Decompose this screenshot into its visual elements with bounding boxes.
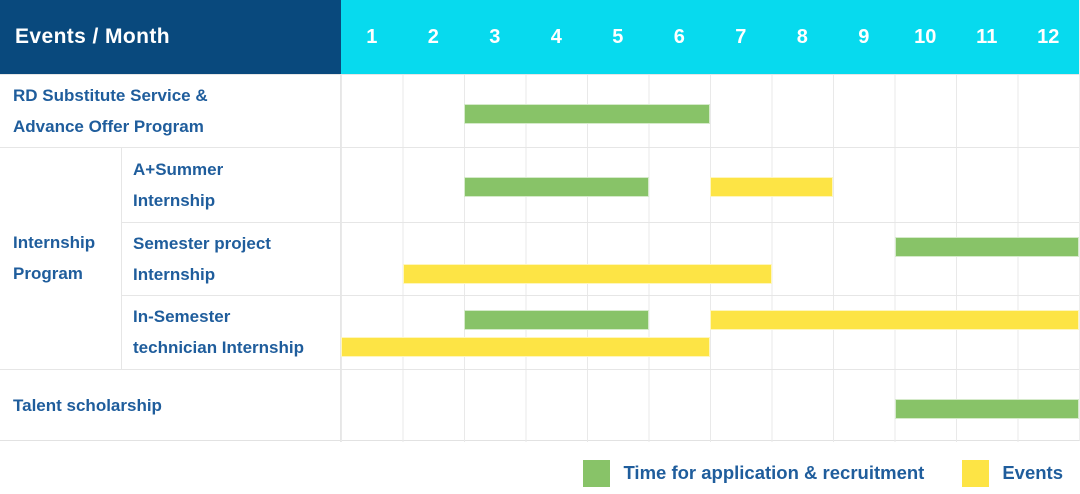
internship-program-subrows: A+Summer Internship Semester project Int…: [122, 148, 1079, 369]
row-label-line: RD Substitute Service &: [13, 86, 208, 106]
legend-item-events: Events: [962, 459, 1063, 487]
month-header-3: 3: [489, 25, 501, 48]
gantt-grid-row: [341, 75, 1079, 148]
table-row: Semester project Internship: [122, 221, 1079, 296]
gantt-grid-row: [341, 148, 1079, 222]
gantt-bar-yellow: [402, 263, 772, 284]
row-label-line: technician Internship: [133, 338, 304, 358]
events-month-header-cell: Events / Month: [0, 0, 341, 74]
month-header-12: 12: [1037, 25, 1060, 48]
month-header-9: 9: [858, 25, 870, 48]
group-label-line: Internship: [13, 233, 96, 253]
row-label-semester-project: Semester project Internship: [122, 222, 341, 296]
month-header-10: 10: [914, 25, 937, 48]
gantt-grid-row: [341, 222, 1079, 296]
internship-program-group: Internship Program A+Summer Internship S…: [0, 147, 1079, 369]
row-label-line: Internship: [133, 191, 216, 211]
table-header-row: Events / Month 1 2 3 4 5 6 7 8 9 10 11 1…: [0, 0, 1079, 74]
gantt-bar-green: [894, 236, 1079, 257]
gantt-bar-green: [464, 177, 649, 198]
row-label-line: A+Summer: [133, 160, 224, 180]
table-row: In-Semester technician Internship: [122, 295, 1079, 369]
legend-swatch-yellow: [962, 459, 990, 487]
month-header-4: 4: [550, 25, 562, 48]
row-label-talent-scholarship: Talent scholarship: [0, 369, 341, 442]
gantt-bar-yellow: [710, 310, 1079, 331]
row-label-rd-substitute: RD Substitute Service & Advance Offer Pr…: [0, 75, 341, 148]
events-month-gantt-table: Events / Month 1 2 3 4 5 6 7 8 9 10 11 1…: [0, 0, 1080, 442]
month-header-11: 11: [976, 25, 998, 48]
group-label-internship-program: Internship Program: [0, 148, 122, 369]
month-header-1: 1: [366, 25, 378, 48]
month-header-6: 6: [673, 25, 685, 48]
month-header-2: 2: [427, 25, 439, 48]
group-label-line: Program: [13, 264, 83, 284]
table-row: RD Substitute Service & Advance Offer Pr…: [0, 74, 1079, 148]
row-label-line: Talent scholarship: [13, 396, 162, 416]
row-label-line: In-Semester: [133, 307, 231, 327]
table-title: Events / Month: [15, 25, 170, 48]
legend: Time for application & recruitment Event…: [583, 457, 1063, 489]
gantt-bar-green: [464, 104, 710, 124]
month-header-8: 8: [796, 25, 808, 48]
month-header-5: 5: [612, 25, 624, 48]
row-label-line: Semester project: [133, 233, 271, 253]
gantt-grid-row: [341, 296, 1079, 369]
row-label-a-plus-summer: A+Summer Internship: [122, 148, 341, 222]
row-label-in-semester-technician: In-Semester technician Internship: [122, 296, 341, 369]
gantt-bar-green: [464, 310, 649, 331]
row-label-line: Internship: [133, 264, 216, 284]
legend-label: Time for application & recruitment: [623, 462, 925, 483]
row-label-line: Advance Offer Program: [13, 117, 204, 137]
legend-swatch-green: [583, 459, 611, 487]
gantt-grid-row: [341, 369, 1079, 442]
table-row: A+Summer Internship: [122, 148, 1079, 222]
gantt-bar-yellow: [710, 177, 833, 198]
legend-label: Events: [1002, 462, 1063, 483]
month-header-7: 7: [735, 25, 747, 48]
legend-item-application-recruitment: Time for application & recruitment: [583, 459, 925, 487]
months-header-strip: 1 2 3 4 5 6 7 8 9 10 11 12: [341, 0, 1079, 74]
gantt-bar-green: [894, 398, 1079, 419]
gantt-bar-yellow: [341, 337, 710, 358]
table-row: Talent scholarship: [0, 368, 1079, 442]
